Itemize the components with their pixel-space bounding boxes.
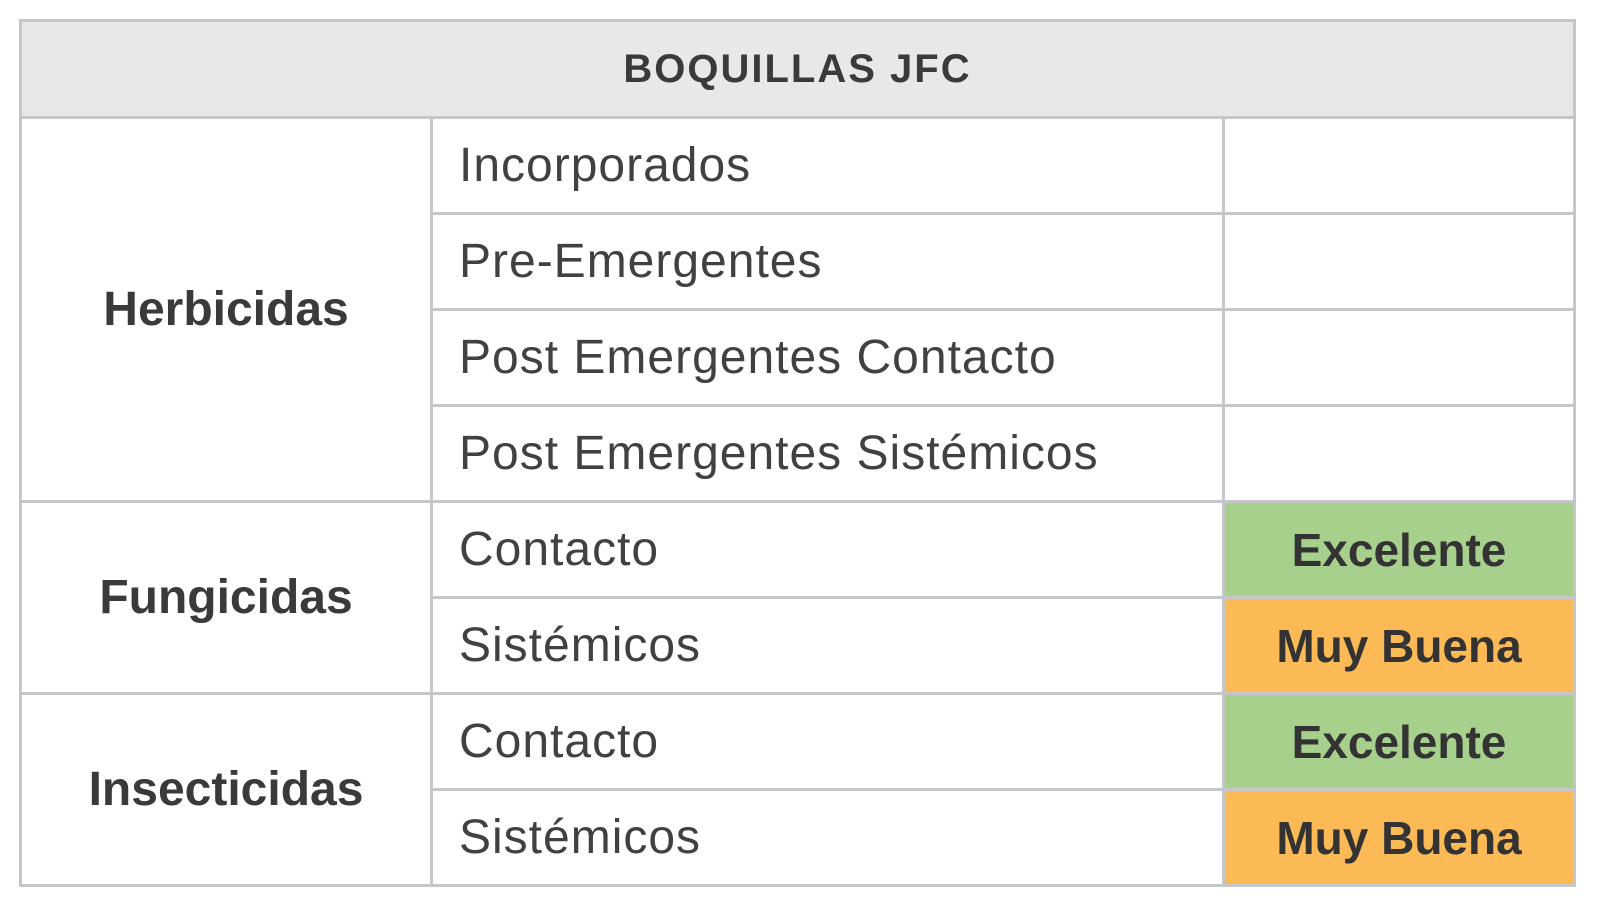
table-row: Insecticidas Contacto Excelente [19,692,1576,887]
rating-cell-insecticidas-contacto: Excelente [1222,692,1576,791]
type-cell-insecticidas-contacto: Contacto [430,692,1225,791]
table-row: Post Emergentes Contacto [21,308,1576,407]
table-row: Herbicidas Incorporados [19,116,1576,503]
type-cell-post-emergentes-sistemicos: Post Emergentes Sistémicos [430,404,1225,503]
table-row: Post Emergentes Sistémicos [21,404,1576,503]
boquillas-table: BOQUILLAS JFC Herbicidas Incorporados Pr… [19,19,1576,887]
type-cell-fungicidas-sistemicos: Sistémicos [430,596,1225,695]
rating-cell-herbicidas-post-emergentes-contacto [1222,308,1576,407]
rating-cell-fungicidas-contacto: Excelente [1222,500,1576,599]
rating-cell-herbicidas-pre-emergentes [1222,212,1576,311]
group-cell-herbicidas: Herbicidas [19,116,433,503]
table-row: Sistémicos Muy Buena [21,596,1576,695]
group-cell-fungicidas: Fungicidas [19,500,433,695]
rating-cell-herbicidas-incorporados [1222,116,1576,215]
type-cell-post-emergentes-contacto: Post Emergentes Contacto [430,308,1225,407]
table-row: Fungicidas Contacto Excelente [19,500,1576,695]
type-cell-fungicidas-contacto: Contacto [430,500,1225,599]
table-title: BOQUILLAS JFC [19,19,1576,119]
rating-cell-herbicidas-post-emergentes-sistemicos [1222,404,1576,503]
rating-cell-fungicidas-sistemicos: Muy Buena [1222,596,1576,695]
table-row: Pre-Emergentes [21,212,1576,311]
type-cell-insecticidas-sistemicos: Sistémicos [430,788,1225,887]
rating-cell-insecticidas-sistemicos: Muy Buena [1222,788,1576,887]
type-cell-pre-emergentes: Pre-Emergentes [430,212,1225,311]
table-row: Sistémicos Muy Buena [21,788,1576,887]
header-row: BOQUILLAS JFC [19,19,1576,119]
type-cell-incorporados: Incorporados [430,116,1225,215]
group-cell-insecticidas: Insecticidas [19,692,433,887]
